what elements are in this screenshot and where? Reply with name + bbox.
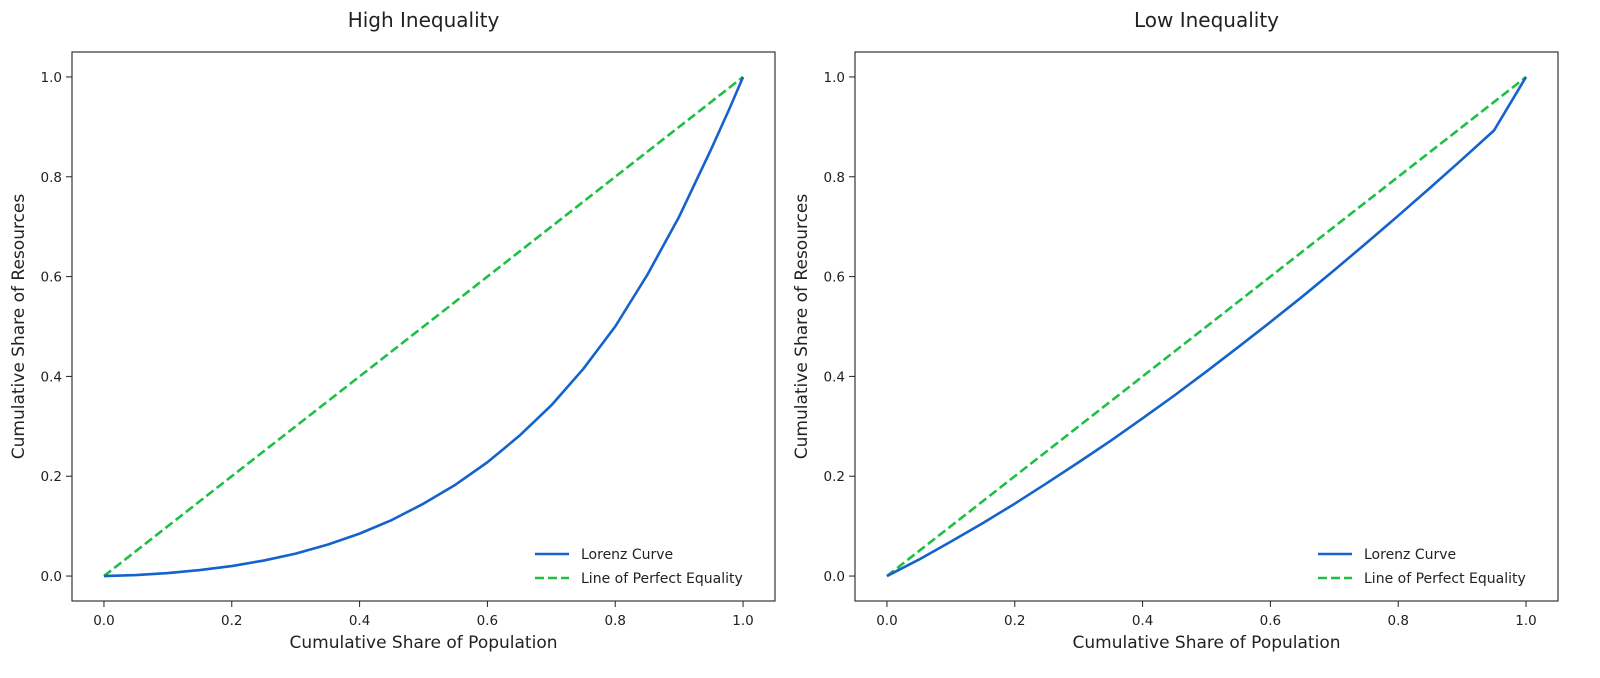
lorenz-curve-line	[886, 76, 1528, 578]
y-tick-label: 0.4	[824, 369, 845, 385]
y-tick-label: 0.2	[824, 469, 845, 485]
y-tick-label: 0.0	[41, 569, 62, 585]
legend-label: Lorenz Curve	[581, 547, 673, 563]
y-axis-label: Cumulative Share of Resources	[792, 194, 812, 460]
y-tick-label: 1.0	[824, 70, 845, 86]
plot-frame	[854, 51, 1559, 602]
x-tick-label: 0.2	[221, 613, 242, 629]
x-tick-label: 0.6	[477, 613, 498, 629]
chart-panel-1: High Inequality 0.0 0.2 0.4 0.6 0.8 1.0 0.0 0.2 0…	[9, 8, 776, 653]
x-tick-label: 0.0	[876, 613, 897, 629]
chart-panel-2: Low Inequality 0.0 0.2 0.4 0.6 0.8 1.0 0.0 0.2 0.…	[792, 8, 1559, 653]
x-tick-label: 0.2	[1004, 613, 1025, 629]
lorenz-curve-line	[103, 76, 745, 578]
y-tick-label: 0.2	[41, 469, 62, 485]
y-tick-label: 0.6	[41, 270, 62, 286]
y-tick-label: 0.4	[41, 369, 62, 385]
y-axis-label: Cumulative Share of Resources	[9, 194, 29, 460]
x-axis-label: Cumulative Share of Population	[290, 633, 558, 653]
x-tick-label: 0.8	[1387, 613, 1408, 629]
legend: Lorenz Curve Line of Perfect Equality	[1318, 547, 1526, 587]
x-axis-label: Cumulative Share of Population	[1073, 633, 1341, 653]
y-tick-label: 0.8	[824, 170, 845, 186]
legend: Lorenz Curve Line of Perfect Equality	[535, 547, 743, 587]
legend-label: Line of Perfect Equality	[581, 571, 743, 587]
chart-title: High Inequality	[348, 8, 500, 32]
y-tick-label: 0.0	[824, 569, 845, 585]
y-tick-label: 0.8	[41, 170, 62, 186]
x-tick-label: 0.0	[93, 613, 114, 629]
x-tick-label: 1.0	[1515, 613, 1536, 629]
equality-line	[103, 75, 744, 578]
legend-label: Lorenz Curve	[1364, 547, 1456, 563]
x-tick-label: 0.4	[1132, 613, 1153, 629]
y-tick-label: 0.6	[824, 270, 845, 286]
x-tick-label: 0.6	[1260, 613, 1281, 629]
legend-label: Line of Perfect Equality	[1364, 571, 1526, 587]
plot-frame	[71, 51, 776, 602]
equality-line	[886, 75, 1527, 578]
chart-title: Low Inequality	[1134, 8, 1279, 32]
x-tick-label: 1.0	[732, 613, 753, 629]
x-tick-label: 0.4	[349, 613, 370, 629]
y-tick-label: 1.0	[41, 70, 62, 86]
x-tick-label: 0.8	[604, 613, 625, 629]
